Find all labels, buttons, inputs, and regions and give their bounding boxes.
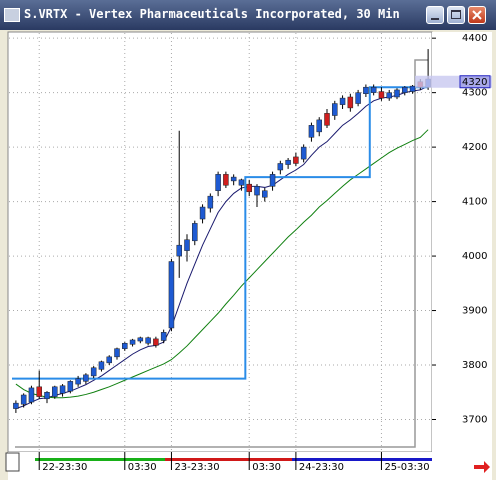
y-tick-label: 4300: [462, 88, 487, 99]
y-tick-label: 4400: [462, 33, 487, 44]
candle-body: [285, 159, 291, 165]
x-tick-label: 24-23:30: [299, 462, 344, 473]
time-axis: [8, 452, 492, 480]
x-tick-label: 25-03:30: [384, 462, 429, 473]
moving-average: [15, 85, 429, 410]
candle-body: [378, 91, 385, 99]
candle-body: [67, 381, 74, 392]
candle-body: [13, 402, 19, 409]
candle-body: [168, 261, 175, 329]
candle-body: [347, 96, 354, 109]
candle-body: [355, 92, 361, 104]
candle-body: [363, 86, 369, 94]
candle-body: [20, 394, 27, 405]
candle-body: [83, 374, 89, 382]
chart: 3700 3800 3900 4000 4100 4200 4300 4400 22-23:30…: [4, 30, 492, 480]
y-tick-label: 3900: [462, 306, 487, 317]
candle-body: [44, 392, 50, 400]
candle-body: [59, 385, 66, 394]
candle-body: [98, 361, 105, 370]
candle-body: [402, 86, 408, 93]
candle-body: [106, 356, 112, 364]
last-price-label: 4320: [462, 77, 487, 88]
candle-body: [230, 176, 237, 182]
x-tick-label: 03:30: [252, 462, 281, 473]
title-bar: S.VRTX - Vertex Pharmaceuticals Incorpor…: [0, 0, 496, 30]
candle-body: [394, 89, 400, 98]
candle-body: [192, 223, 198, 242]
candle-body: [332, 103, 338, 116]
minimize-button[interactable]: [426, 6, 444, 24]
candle-body: [293, 156, 299, 164]
candle-body: [114, 348, 120, 358]
candle-body: [386, 92, 392, 99]
y-tick-label: 3800: [462, 360, 487, 371]
candle-body: [277, 163, 284, 171]
y-tick-label: 3700: [462, 414, 487, 425]
moving-average: [15, 129, 429, 399]
candle-body: [324, 113, 330, 126]
candle-body: [52, 386, 58, 397]
candle-body: [122, 342, 128, 349]
candle-body: [28, 387, 35, 403]
scroll-arrow[interactable]: [474, 461, 490, 473]
indicator-line: [15, 59, 428, 448]
candle-body: [254, 186, 260, 196]
candle-body: [176, 244, 182, 257]
session-bar: [292, 458, 432, 461]
candle-body: [215, 174, 221, 191]
candle-body: [238, 179, 245, 186]
session-bar: [35, 458, 165, 461]
session-bar: [165, 458, 292, 461]
candle-body: [160, 332, 167, 341]
candle-body: [75, 378, 81, 385]
x-tick-label: 03:30: [128, 462, 157, 473]
candle-body: [339, 97, 346, 105]
y-tick-label: 4200: [462, 142, 487, 153]
candle-body: [409, 85, 416, 92]
candle-body: [145, 337, 151, 344]
candle-body: [199, 206, 206, 220]
last-price-box: [459, 75, 491, 89]
window-title: S.VRTX - Vertex Pharmaceuticals Incorpor…: [24, 7, 400, 21]
candle-body: [90, 367, 97, 377]
candle-body: [153, 338, 159, 346]
candle-body: [262, 190, 268, 198]
x-tick-label: 22-23:30: [42, 462, 87, 473]
candle-body: [184, 239, 190, 251]
price-axis: [432, 32, 492, 452]
candle-body: [269, 174, 276, 187]
x-tick-label: 23-23:30: [174, 462, 219, 473]
app-icon: [4, 8, 20, 22]
candle-body: [129, 339, 136, 345]
maximize-button[interactable]: [447, 6, 465, 24]
candle-body: [300, 146, 307, 160]
candle-body: [316, 119, 322, 133]
y-tick-label: 4000: [462, 251, 487, 262]
candle-body: [207, 195, 214, 209]
candle-body: [137, 337, 144, 342]
candle-body: [246, 183, 252, 193]
y-tick-label: 4100: [462, 197, 487, 208]
close-button[interactable]: [468, 6, 486, 24]
scroll-box[interactable]: [5, 452, 20, 472]
candle-body: [36, 386, 42, 397]
step-line: [12, 86, 429, 380]
candle-body: [370, 86, 377, 93]
candle-body: [223, 174, 229, 186]
candle-body: [308, 125, 315, 138]
